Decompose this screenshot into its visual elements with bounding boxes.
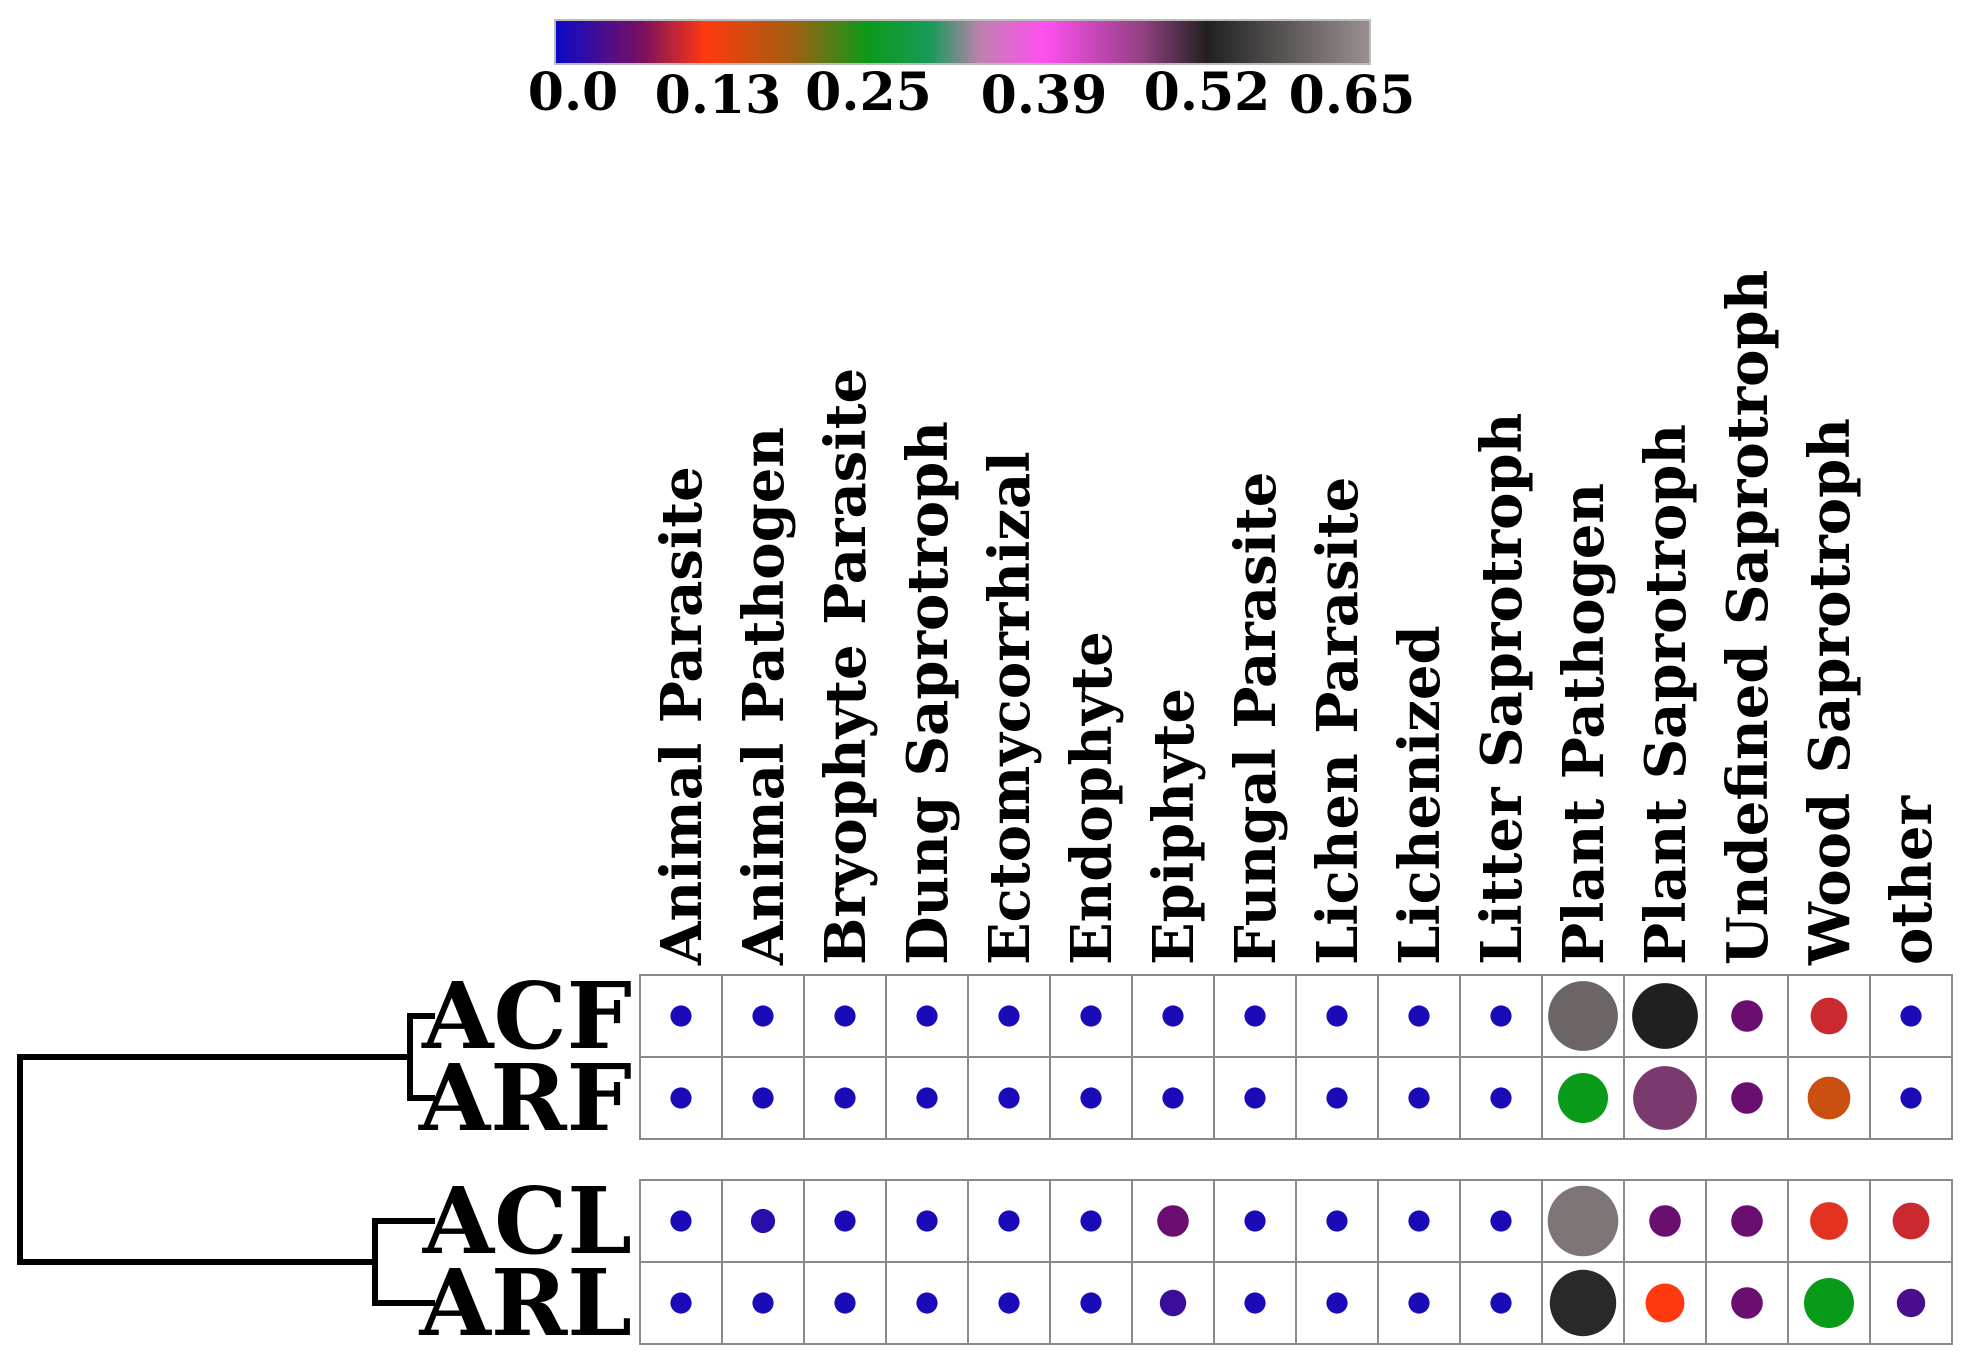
- cell-dot: [1159, 1289, 1187, 1317]
- cell-dot: [998, 1292, 1020, 1314]
- column-label: Epiphyte: [1141, 688, 1207, 965]
- column-label: Lichen Parasite: [1305, 477, 1371, 965]
- column-label: Plant Saprotroph: [1633, 424, 1699, 965]
- colorbar-tick-label: 0.52: [1144, 62, 1271, 123]
- cell-dots: [670, 981, 1930, 1337]
- colorbar-tick-label: 0.25: [805, 62, 932, 123]
- cell-dot: [750, 1208, 776, 1234]
- cell-dot: [1326, 1210, 1348, 1232]
- colorbar-tick-label: 0.65: [1289, 65, 1416, 126]
- cell-dot: [1547, 1185, 1619, 1257]
- cell-dot: [1804, 1278, 1854, 1328]
- cell-dot: [1244, 1087, 1266, 1109]
- column-label: Bryophyte Parasite: [813, 368, 879, 965]
- cell-dot: [1080, 1210, 1102, 1232]
- cell-dot: [1807, 1076, 1851, 1120]
- column-label: Fungal Parasite: [1223, 472, 1289, 965]
- column-label: other: [1879, 794, 1945, 965]
- cell-dot: [1162, 1087, 1184, 1109]
- cell-dot: [1645, 1283, 1685, 1323]
- cell-dot: [1408, 1087, 1430, 1109]
- cell-dot: [1731, 1205, 1763, 1237]
- cell-dot: [1892, 1202, 1930, 1240]
- column-label: Endophyte: [1059, 631, 1125, 965]
- cell-dot: [670, 1087, 692, 1109]
- row-dendrogram: [17, 1013, 435, 1306]
- cell-dot: [1157, 1205, 1189, 1237]
- colorbar-tick-labels: 0.0 0.13 0.25 0.39 0.52 0.65: [528, 62, 1416, 126]
- cell-dot: [916, 1210, 938, 1232]
- colorbar: 0.0 0.13 0.25 0.39 0.52 0.65: [528, 19, 1416, 126]
- cell-dot: [834, 1210, 856, 1232]
- column-label: Dung Saprotroph: [895, 421, 961, 965]
- column-label: Animal Parasite: [649, 466, 715, 966]
- column-label: Litter Saprotroph: [1469, 413, 1535, 965]
- cell-dot: [1080, 1005, 1102, 1027]
- column-labels: Animal Parasite Animal Pathogen Bryophyte …: [649, 270, 1945, 966]
- cell-dot: [1810, 1202, 1848, 1240]
- cell-dot: [916, 1087, 938, 1109]
- column-label: Plant Pathogen: [1551, 483, 1617, 965]
- cell-dot: [1810, 997, 1848, 1035]
- cell-dot: [998, 1210, 1020, 1232]
- cell-dot: [1548, 981, 1618, 1051]
- cell-dot: [1900, 1087, 1922, 1109]
- column-label: Lichenized: [1387, 625, 1453, 965]
- cell-dot: [1900, 1005, 1922, 1027]
- cell-dot: [1162, 1005, 1184, 1027]
- cell-grid: [639, 974, 1953, 1345]
- row-label: ACL: [422, 1167, 632, 1275]
- cell-dot: [1558, 1073, 1608, 1123]
- column-label: Ectomycorrhizal: [977, 451, 1043, 965]
- cell-dot: [1649, 1205, 1681, 1237]
- cell-dot: [998, 1087, 1020, 1109]
- cell-dot: [1326, 1292, 1348, 1314]
- cell-dot: [1633, 1066, 1697, 1130]
- cell-dot: [834, 1005, 856, 1027]
- cell-dot: [1244, 1005, 1266, 1027]
- column-label: Undefined Saprotroph: [1715, 270, 1781, 965]
- cell-dot: [1632, 983, 1698, 1049]
- cell-dot: [1490, 1210, 1512, 1232]
- cell-dot: [1080, 1292, 1102, 1314]
- cell-dot: [752, 1087, 774, 1109]
- colorbar-gradient-bar: [554, 19, 1371, 65]
- cell-dot: [1244, 1210, 1266, 1232]
- row-label: ARL: [418, 1249, 632, 1354]
- cell-dot: [1731, 1000, 1763, 1032]
- cell-dot: [670, 1005, 692, 1027]
- cell-dot: [916, 1292, 938, 1314]
- cell-dot: [1549, 1269, 1617, 1337]
- cell-dot: [1490, 1292, 1512, 1314]
- cell-dot: [1326, 1087, 1348, 1109]
- cell-dot: [1490, 1087, 1512, 1109]
- cell-dot: [670, 1292, 692, 1314]
- cell-dot: [916, 1005, 938, 1027]
- cell-dot: [752, 1292, 774, 1314]
- cell-dot: [998, 1005, 1020, 1027]
- cell-dot: [1408, 1005, 1430, 1027]
- cell-dot: [1731, 1082, 1763, 1114]
- column-label: Wood Saprotroph: [1797, 418, 1863, 966]
- cell-dot: [1731, 1287, 1763, 1319]
- row-label: ARF: [418, 1044, 632, 1152]
- cell-dot: [1408, 1210, 1430, 1232]
- colorbar-tick-label: 0.13: [655, 65, 782, 126]
- cell-dot: [752, 1005, 774, 1027]
- cell-dot: [1080, 1087, 1102, 1109]
- colorbar-tick-label: 0.39: [981, 65, 1108, 126]
- cell-dot: [834, 1292, 856, 1314]
- cell-dot: [1896, 1288, 1926, 1318]
- cell-dot: [1244, 1292, 1266, 1314]
- cell-dot: [1326, 1005, 1348, 1027]
- row-label: ACF: [421, 962, 632, 1070]
- cell-dot: [1490, 1005, 1512, 1027]
- cell-dot: [670, 1210, 692, 1232]
- column-label: Animal Pathogen: [731, 427, 797, 966]
- colorbar-tick-label: 0.0: [528, 62, 618, 123]
- cell-dot: [1408, 1292, 1430, 1314]
- cell-dot: [834, 1087, 856, 1109]
